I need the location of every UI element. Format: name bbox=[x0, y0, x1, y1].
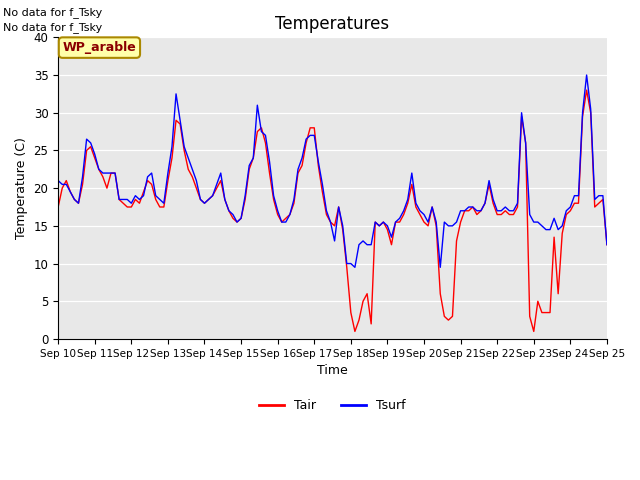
Tair bbox=[54, 204, 62, 210]
Line: Tsurf: Tsurf bbox=[58, 75, 607, 267]
Tair bbox=[583, 87, 591, 93]
Tsurf bbox=[54, 178, 62, 183]
Tsurf bbox=[575, 193, 582, 199]
Tsurf bbox=[266, 159, 273, 165]
Legend: Tair, Tsurf: Tair, Tsurf bbox=[254, 394, 411, 417]
Tsurf bbox=[509, 208, 517, 214]
Tsurf bbox=[603, 242, 611, 248]
Y-axis label: Temperature (C): Temperature (C) bbox=[15, 137, 28, 239]
Tair bbox=[575, 200, 582, 206]
Title: Temperatures: Temperatures bbox=[275, 15, 390, 33]
Tsurf bbox=[502, 204, 509, 210]
Tair bbox=[502, 208, 509, 214]
Text: WP_arable: WP_arable bbox=[63, 41, 136, 54]
Text: No data for f_Tsky: No data for f_Tsky bbox=[3, 22, 102, 33]
Tsurf bbox=[506, 208, 513, 214]
Tair bbox=[603, 242, 611, 248]
Text: No data for f_Tsky: No data for f_Tsky bbox=[3, 7, 102, 18]
Line: Tair: Tair bbox=[58, 90, 607, 331]
Tsurf bbox=[351, 264, 359, 270]
Tair bbox=[119, 200, 127, 206]
Tsurf bbox=[119, 197, 127, 203]
X-axis label: Time: Time bbox=[317, 364, 348, 377]
Tair bbox=[266, 170, 273, 176]
Tair bbox=[351, 328, 359, 334]
Tair bbox=[506, 212, 513, 217]
Tsurf bbox=[583, 72, 591, 78]
Tair bbox=[509, 212, 517, 217]
